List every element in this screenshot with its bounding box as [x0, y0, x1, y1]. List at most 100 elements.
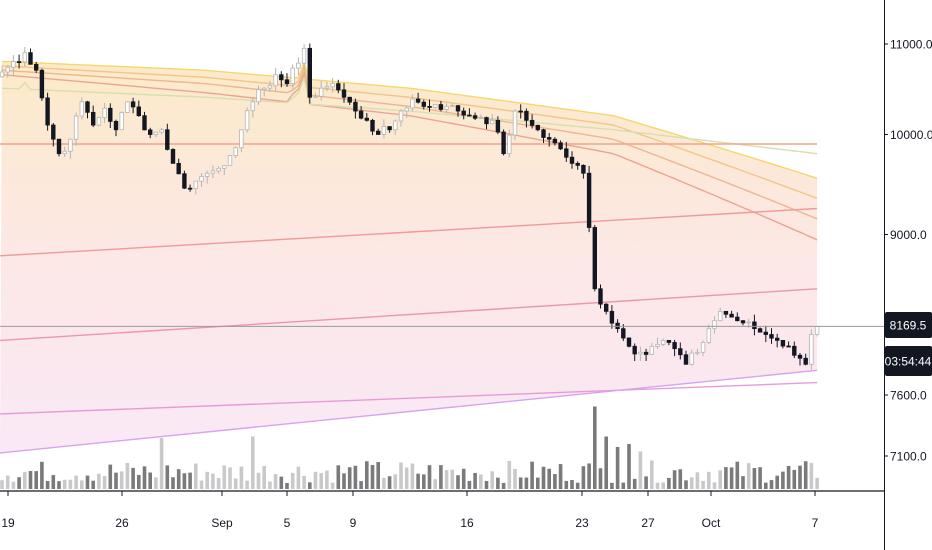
volume-bar — [758, 467, 762, 489]
ma-line — [1, 75, 818, 155]
candle — [165, 129, 170, 150]
candle — [142, 115, 147, 131]
candle — [393, 120, 398, 131]
candle — [5, 66, 10, 73]
candle — [62, 150, 67, 155]
volume-bar — [684, 480, 688, 489]
volume-bar — [176, 469, 181, 489]
candle — [461, 110, 466, 116]
candle — [187, 187, 193, 190]
volume-bar — [273, 474, 278, 489]
candle — [478, 117, 483, 119]
candle — [347, 96, 352, 103]
countdown-tag — [885, 346, 932, 376]
volume-bar — [108, 464, 113, 489]
ma-line — [0, 288, 818, 342]
volume-bar — [541, 466, 546, 489]
candle — [45, 97, 50, 126]
volume-bar — [347, 467, 352, 489]
countdown-label: 03:54:44 — [885, 355, 932, 369]
candle — [718, 310, 723, 322]
candle — [375, 130, 381, 135]
volume-bar — [148, 472, 152, 489]
volume-bar — [308, 482, 312, 489]
candle — [222, 165, 227, 169]
volume-bar — [479, 474, 483, 489]
candle — [649, 345, 654, 355]
candle — [176, 162, 181, 175]
volume-bar — [199, 480, 204, 489]
time-tick-label: 23 — [575, 516, 589, 530]
volume-bar — [752, 468, 757, 489]
candle — [598, 288, 603, 305]
volume-bar — [216, 477, 221, 489]
volume-bar — [222, 465, 227, 489]
volume-bar — [621, 482, 626, 489]
candle — [387, 126, 392, 131]
volume-bar — [667, 477, 671, 489]
volume-bar — [376, 462, 380, 489]
candle — [569, 156, 575, 164]
candle — [626, 337, 632, 347]
candle — [239, 129, 244, 149]
volume-bar — [707, 471, 711, 489]
ribbon-area — [0, 61, 818, 453]
candle — [28, 52, 33, 65]
volume-bar — [484, 480, 489, 489]
volume-bar — [547, 468, 551, 489]
candle — [757, 328, 763, 333]
volume-bar — [74, 475, 78, 489]
volume-bar — [781, 471, 785, 489]
price-axis[interactable]: 11000.0 10000.0 9000.0 7600.0 7100.0 — [884, 38, 932, 464]
volume-bar — [0, 480, 4, 489]
volume-bar — [764, 482, 768, 489]
volume-bar — [80, 480, 84, 489]
volume-bar — [91, 480, 95, 489]
volume-bar — [410, 463, 415, 489]
volume-bar — [245, 480, 249, 489]
candle — [655, 343, 660, 347]
volume-bar — [467, 480, 472, 489]
candle — [706, 328, 711, 343]
price-tick-label: 7100.0 — [890, 450, 927, 464]
volume-bar — [17, 477, 21, 489]
volume-bar — [689, 477, 694, 489]
volume-bar — [325, 470, 329, 489]
volume-bar — [233, 478, 238, 489]
volume-bar — [336, 465, 341, 489]
volume-bar — [302, 475, 306, 489]
volume-bar — [644, 476, 648, 489]
candle — [199, 176, 204, 182]
volume-bar — [296, 466, 301, 489]
candles — [0, 43, 820, 370]
volume-bar — [102, 475, 107, 489]
volume-bar — [769, 480, 774, 489]
volume-bar — [553, 474, 557, 489]
candle — [119, 112, 124, 131]
candle — [547, 137, 552, 140]
candle — [495, 119, 501, 133]
volume-bar — [729, 467, 734, 489]
candle — [558, 142, 563, 150]
ma-line — [0, 381, 818, 415]
time-tick-label: 9 — [350, 516, 357, 530]
candle — [427, 106, 432, 108]
candle — [689, 352, 694, 365]
candle — [153, 131, 159, 135]
time-tick-label: 19 — [1, 516, 15, 530]
volume-bar — [142, 466, 147, 489]
volume-bar — [610, 482, 614, 489]
volume-bar — [632, 478, 637, 489]
volume-bar — [427, 465, 432, 489]
volume-bar — [165, 465, 170, 489]
volume-bar — [205, 471, 209, 489]
candle — [752, 321, 757, 330]
time-axis[interactable]: 19 26 Sep 5 9 16 23 27 Oct 7 — [1, 491, 819, 530]
candle — [233, 147, 238, 156]
volume-bar — [501, 482, 506, 489]
volume-bar — [604, 436, 608, 489]
volume-bar — [114, 472, 118, 489]
volume-bar — [513, 468, 517, 489]
volume-bar — [650, 460, 654, 489]
